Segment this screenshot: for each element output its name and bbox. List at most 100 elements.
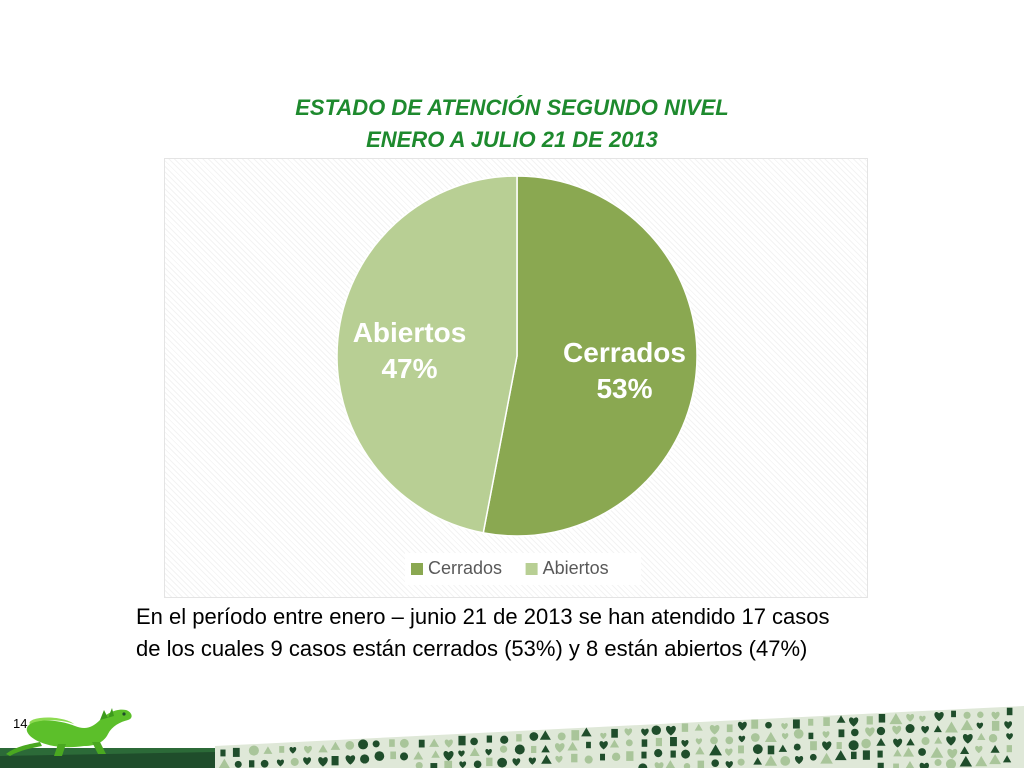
eco-pattern-icon (372, 740, 380, 748)
eco-pattern-icon (529, 732, 539, 741)
iguana-logo-icon (6, 708, 132, 756)
legend-background (405, 553, 641, 585)
eco-pattern-icon (919, 762, 929, 768)
eco-pattern-icon (697, 760, 705, 768)
eco-pattern-icon (345, 755, 356, 765)
eco-pattern-icon (709, 744, 722, 756)
eco-pattern-icon (694, 723, 703, 731)
eco-pattern-icon (567, 741, 578, 751)
eco-pattern-icon (877, 762, 884, 768)
eco-pattern-icon (345, 740, 355, 750)
eco-pattern-icon (725, 761, 733, 768)
eco-pattern-icon (893, 763, 899, 768)
eco-pattern-icon (516, 734, 522, 742)
eco-pattern-icon (808, 732, 814, 740)
eco-pattern-icon (276, 759, 284, 767)
eco-pattern-icon (1006, 707, 1013, 716)
caption-line-1: En el período entre enero – junio 21 de … (136, 604, 830, 629)
caption-line-2: de los cuales 9 casos están cerrados (53… (136, 636, 808, 661)
eco-pattern-icon (934, 759, 942, 767)
eco-pattern-icon (232, 747, 240, 757)
eco-pattern-icon (725, 736, 734, 745)
eco-pattern-icon (751, 719, 759, 729)
eco-pattern-icon (626, 751, 634, 761)
eco-pattern-icon (651, 725, 661, 735)
eco-pattern-icon (444, 760, 453, 768)
eco-pattern-icon (834, 750, 847, 761)
eco-pattern-icon (641, 751, 647, 759)
eco-pattern-icon (934, 711, 944, 722)
eco-pattern-icon (989, 754, 1002, 765)
eco-pattern-icon (586, 741, 591, 749)
eco-pattern-icon (793, 743, 801, 751)
eco-pattern-icon (331, 756, 339, 766)
eco-pattern-icon (611, 752, 621, 762)
eco-pattern-icon (469, 747, 480, 756)
eco-icons-pattern (0, 706, 1024, 768)
eco-pattern-icon (738, 735, 746, 743)
eco-pattern-icon (963, 711, 971, 719)
chart-area: Cerrados 53% Abiertos 47% Cerrados Abiertos (164, 158, 868, 598)
eco-pattern-icon (681, 723, 689, 732)
eco-pattern-icon (921, 737, 930, 746)
eco-pattern-icon (318, 757, 328, 767)
eco-pattern-icon (514, 744, 525, 755)
eco-pattern-icon (892, 725, 902, 735)
eco-pattern-icon (809, 753, 817, 761)
eco-pattern-icon (951, 710, 956, 718)
eco-pattern-icon (976, 722, 984, 729)
eco-pattern-icon (541, 745, 550, 753)
eco-pattern-icon (709, 724, 720, 735)
eco-pattern-icon (945, 721, 958, 733)
slide-title: ESTADO DE ATENCIÓN SEGUNDO NIVEL ENERO A… (0, 92, 1024, 156)
eco-pattern-icon (638, 763, 648, 768)
eco-pattern-icon (851, 728, 859, 737)
eco-pattern-icon (945, 758, 957, 768)
eco-pattern-icon (893, 738, 903, 748)
eco-pattern-icon (330, 741, 341, 750)
eco-pattern-icon (753, 757, 763, 765)
eco-pattern-icon (792, 719, 800, 729)
eco-pattern-icon (374, 751, 385, 761)
eco-pattern-icon (822, 731, 830, 739)
pie-slice-cerrados (482, 175, 698, 537)
footer-bar-shade (0, 748, 215, 756)
eco-pattern-icon (975, 755, 988, 767)
eco-pattern-icon (571, 753, 578, 763)
eco-pattern-icon (584, 755, 593, 764)
eco-pattern-icon (918, 748, 926, 756)
eco-pattern-icon (695, 738, 703, 745)
eco-pattern-icon (399, 738, 409, 748)
eco-pattern-icon (877, 750, 883, 758)
eco-pattern-icon (443, 751, 454, 761)
page-number: 14 (13, 716, 28, 731)
eco-pattern-icon (486, 757, 493, 767)
eco-pattern-icon (752, 744, 763, 755)
eco-pattern-icon (991, 711, 1000, 720)
eco-pattern-icon (930, 746, 944, 758)
eco-pattern-icon (808, 718, 814, 726)
eco-pattern-icon (977, 732, 986, 740)
eco-pattern-icon (765, 721, 772, 729)
eco-pattern-icon (836, 742, 842, 750)
eco-pattern-icon (248, 745, 259, 756)
eco-pattern-icon (780, 756, 791, 766)
eco-pattern-icon (905, 724, 915, 734)
eco-pattern-icon (260, 759, 269, 768)
eco-pattern-icon (248, 760, 255, 768)
eco-pattern-icon (778, 744, 788, 752)
eco-pattern-icon (934, 736, 943, 744)
eco-pattern-icon (876, 726, 886, 736)
eco-pattern-icon (750, 733, 760, 742)
eco-pattern-icon (431, 750, 440, 758)
eco-pattern-icon (764, 731, 777, 743)
eco-pattern-icon (683, 762, 691, 768)
eco-pattern-icon (458, 735, 466, 746)
chart-legend: Cerrados Abiertos (405, 553, 641, 585)
eco-pattern-icon (470, 737, 478, 746)
eco-pattern-icon (486, 735, 493, 743)
eco-pattern-icon (571, 730, 580, 741)
pie-slice-abiertos (336, 175, 518, 534)
eco-pattern-icon (304, 745, 312, 754)
footer-band (215, 706, 1024, 768)
